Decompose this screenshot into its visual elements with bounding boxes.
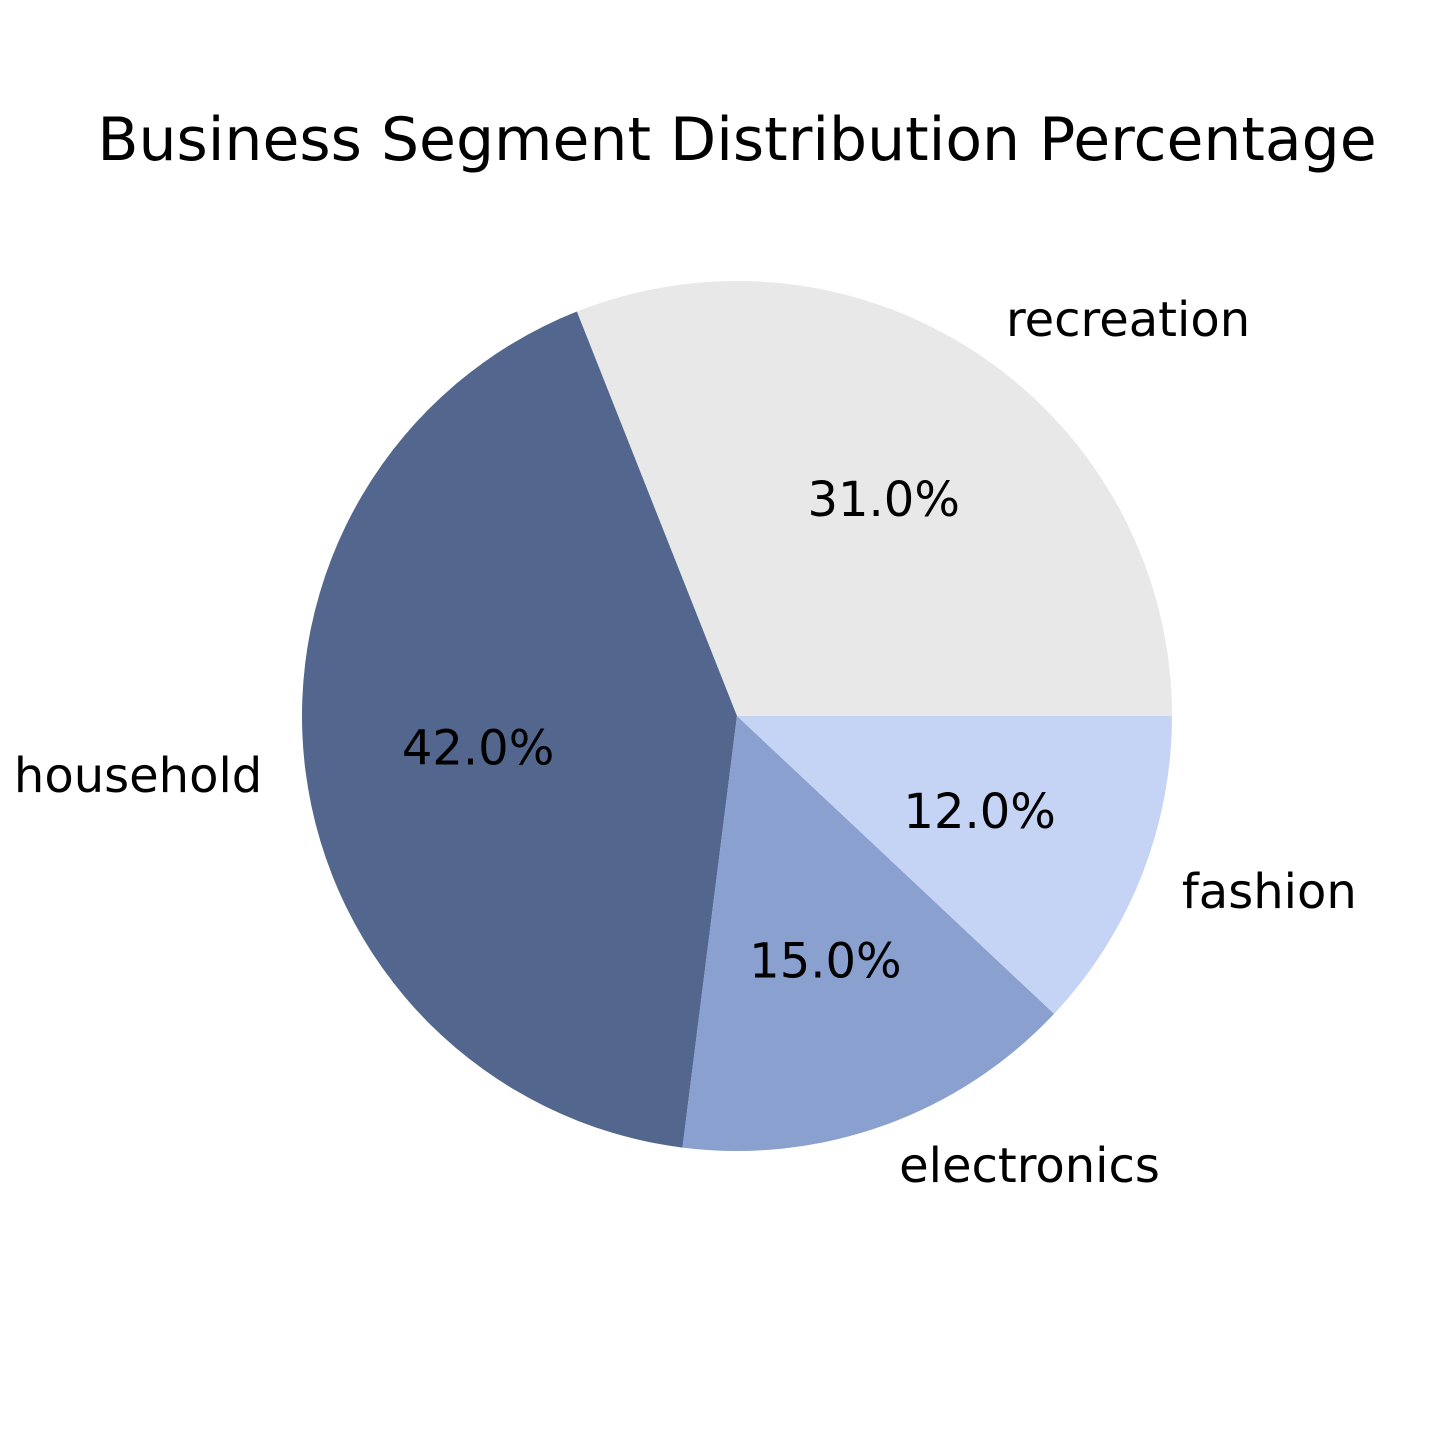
slice-label-recreation: recreation xyxy=(1006,292,1250,348)
chart-title: Business Segment Distribution Percentage xyxy=(97,105,1376,175)
slice-label-household: household xyxy=(14,748,262,804)
pie-slices xyxy=(302,281,1172,1152)
pie-slice-recreation xyxy=(576,281,1172,716)
pie-slice-electronics xyxy=(682,716,1055,1152)
pct-label-household: 42.0% xyxy=(402,721,554,777)
slice-label-electronics: electronics xyxy=(899,1138,1160,1194)
slice-label-fashion: fashion xyxy=(1182,864,1357,920)
pct-label-fashion: 12.0% xyxy=(903,784,1055,840)
pct-label-recreation: 31.0% xyxy=(807,472,959,528)
pie-slice-fashion xyxy=(737,716,1172,1014)
pie-slice-household xyxy=(302,311,737,1148)
pie-labels: recreation 31.0% household 42.0% electronics… xyxy=(14,292,1357,1194)
pct-label-electronics: 15.0% xyxy=(749,934,901,990)
